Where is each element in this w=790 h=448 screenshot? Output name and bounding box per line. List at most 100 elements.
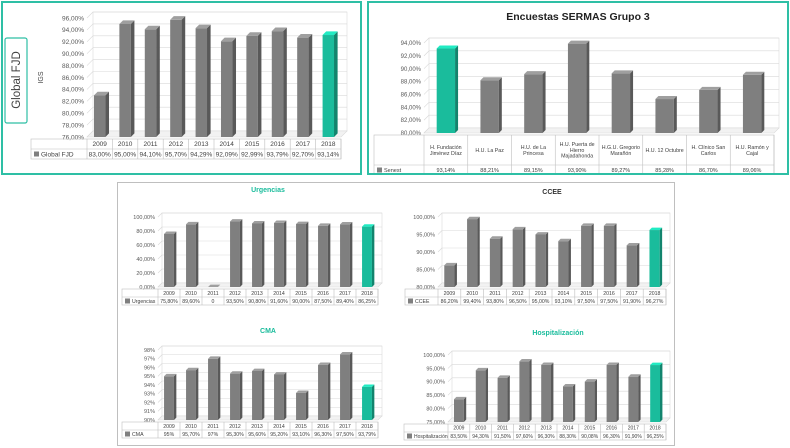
- ceee-bar-side: [522, 226, 526, 287]
- hosp-bar-side: [529, 359, 532, 422]
- sermas-category-1: H.U. La Paz: [475, 148, 504, 154]
- ceee-bar-top: [558, 238, 571, 242]
- ceee-bar-side: [545, 232, 549, 287]
- hosp-category-5: 2014: [562, 426, 573, 432]
- sermas-category-5: H.U. 12 Octubre: [645, 148, 683, 154]
- urgencias-bar-side: [239, 219, 243, 287]
- ceee-bar-front: [467, 219, 478, 287]
- hosp-bar-side: [463, 396, 467, 422]
- hosp-bar-0: [453, 396, 467, 422]
- cma-value-5: 95,20%: [270, 432, 288, 438]
- sermas-category-3: H.U. Puerta de Hierro Majadahonda: [560, 142, 595, 160]
- urgencias-grid-diag: [157, 212, 163, 218]
- fjd-ytick: 92,00%: [62, 39, 84, 46]
- urgencias-bar-top: [296, 221, 309, 224]
- sermas-value-2: 89,15%: [524, 168, 543, 173]
- cma-bar-side: [239, 371, 243, 420]
- hosp-bar-top: [519, 359, 532, 362]
- ceee-bar-5: [558, 238, 571, 287]
- ceee-bar-front: [444, 265, 455, 287]
- urgencias-bar-3: [230, 219, 243, 287]
- hosp-bar-side: [616, 362, 619, 422]
- cma-bar-top: [164, 373, 177, 377]
- sermas-bar-5: [655, 96, 677, 133]
- urgencias-bar-side: [371, 224, 375, 287]
- ceee-category-3: 2012: [512, 291, 524, 297]
- sermas-bar-side: [717, 86, 721, 133]
- hosp-value-4: 96,30%: [538, 434, 556, 440]
- ceee-bar-front: [603, 225, 615, 287]
- cma-bar-top: [362, 384, 375, 387]
- ceee-value-2: 93,80%: [486, 299, 504, 305]
- hosp-category-9: 2018: [650, 426, 661, 432]
- ceee-bar-2: [489, 236, 503, 287]
- urgencias-category-2: 2011: [207, 291, 218, 297]
- fjd-bar-front: [93, 95, 106, 137]
- cma-bar-side: [327, 362, 331, 420]
- ceee-bar-side: [636, 242, 640, 287]
- fjd-ytick: 78,00%: [62, 122, 84, 129]
- fjd-category-2: 2011: [144, 141, 158, 148]
- fjd-bar-front: [170, 19, 182, 137]
- hosp-bar-top: [475, 367, 489, 371]
- hosp-value-2: 91,50%: [494, 434, 512, 440]
- sermas-category-2: H.U. de La Princesa: [521, 145, 546, 157]
- hosp-bar-front: [541, 364, 552, 422]
- cma-bar-front: [274, 374, 284, 420]
- urgencias-ytick: 40,00%: [136, 257, 155, 263]
- fjd-category-7: 2016: [270, 141, 285, 148]
- urgencias-bar-9: [362, 224, 375, 287]
- cma-bar-4: [252, 368, 265, 420]
- cma-bar-7: [318, 362, 331, 420]
- hosp-bar-6: [584, 379, 598, 422]
- sermas-ytick: 82,00%: [401, 118, 422, 124]
- hosp-bar-front: [628, 376, 639, 422]
- fjd-bar-front: [297, 37, 309, 138]
- cma-value-0: 95%: [164, 432, 175, 438]
- fjd-ytick: 94,00%: [62, 27, 84, 34]
- fjd-grid-diag: [86, 95, 94, 102]
- cma-value-6: 93,10%: [292, 432, 310, 438]
- cma-ytick: 98%: [144, 348, 155, 354]
- ceee-bar-6: [581, 223, 594, 287]
- cma-bar-front: [164, 376, 174, 420]
- hosp-category-2: 2011: [497, 426, 508, 432]
- hosp-bar-top: [606, 362, 619, 365]
- fjd-bar-top: [322, 31, 338, 36]
- fjd-bar-9: [322, 31, 338, 137]
- cma-bar-front: [296, 392, 306, 420]
- cma-title: CMA: [260, 328, 276, 335]
- hosp-bar-front: [453, 399, 464, 422]
- fjd-bar-side: [283, 27, 287, 137]
- fjd-bar-side: [257, 32, 262, 137]
- sermas-chart: Encuestas SERMAS Grupo 3 80,00% 82,00% 84,0…: [373, 11, 780, 173]
- ceee-bar-8: [626, 242, 640, 287]
- cma-category-8: 2017: [339, 424, 351, 430]
- hosp-bar-8: [628, 374, 641, 422]
- sermas-ytick: 84,00%: [401, 105, 422, 111]
- fjd-value-8: 92,70%: [292, 151, 314, 158]
- ceee-bar-3: [512, 226, 526, 287]
- fjd-ytick: 88,00%: [62, 63, 84, 70]
- cma-grid-diag: [157, 398, 163, 403]
- hosp-category-1: 2010: [475, 426, 486, 432]
- ceee-bar-7: [603, 223, 617, 287]
- ceee-bar-top: [512, 226, 526, 230]
- cma-ytick: 91%: [144, 409, 155, 415]
- fjd-bar-top: [144, 25, 160, 30]
- sermas-ytick: 80,00%: [401, 131, 422, 137]
- urgencias-category-7: 2016: [317, 291, 329, 297]
- hosp-bar-front: [562, 386, 573, 422]
- urgencias-bar-top: [318, 223, 331, 226]
- sermas-ytick: 86,00%: [401, 93, 422, 99]
- hosp-bar-side: [507, 375, 510, 422]
- urgencias-bar-5: [274, 220, 287, 287]
- urgencias-bar-top: [252, 221, 265, 224]
- hosp-bar-front: [606, 364, 617, 422]
- cma-ytick: 94%: [144, 383, 155, 389]
- fjd-grid-diag: [86, 47, 94, 54]
- fjd-grid-diag: [86, 23, 94, 31]
- ceee-bar-front: [649, 230, 660, 287]
- urgencias-category-5: 2014: [273, 291, 285, 297]
- fjd-grid-diag: [86, 59, 94, 66]
